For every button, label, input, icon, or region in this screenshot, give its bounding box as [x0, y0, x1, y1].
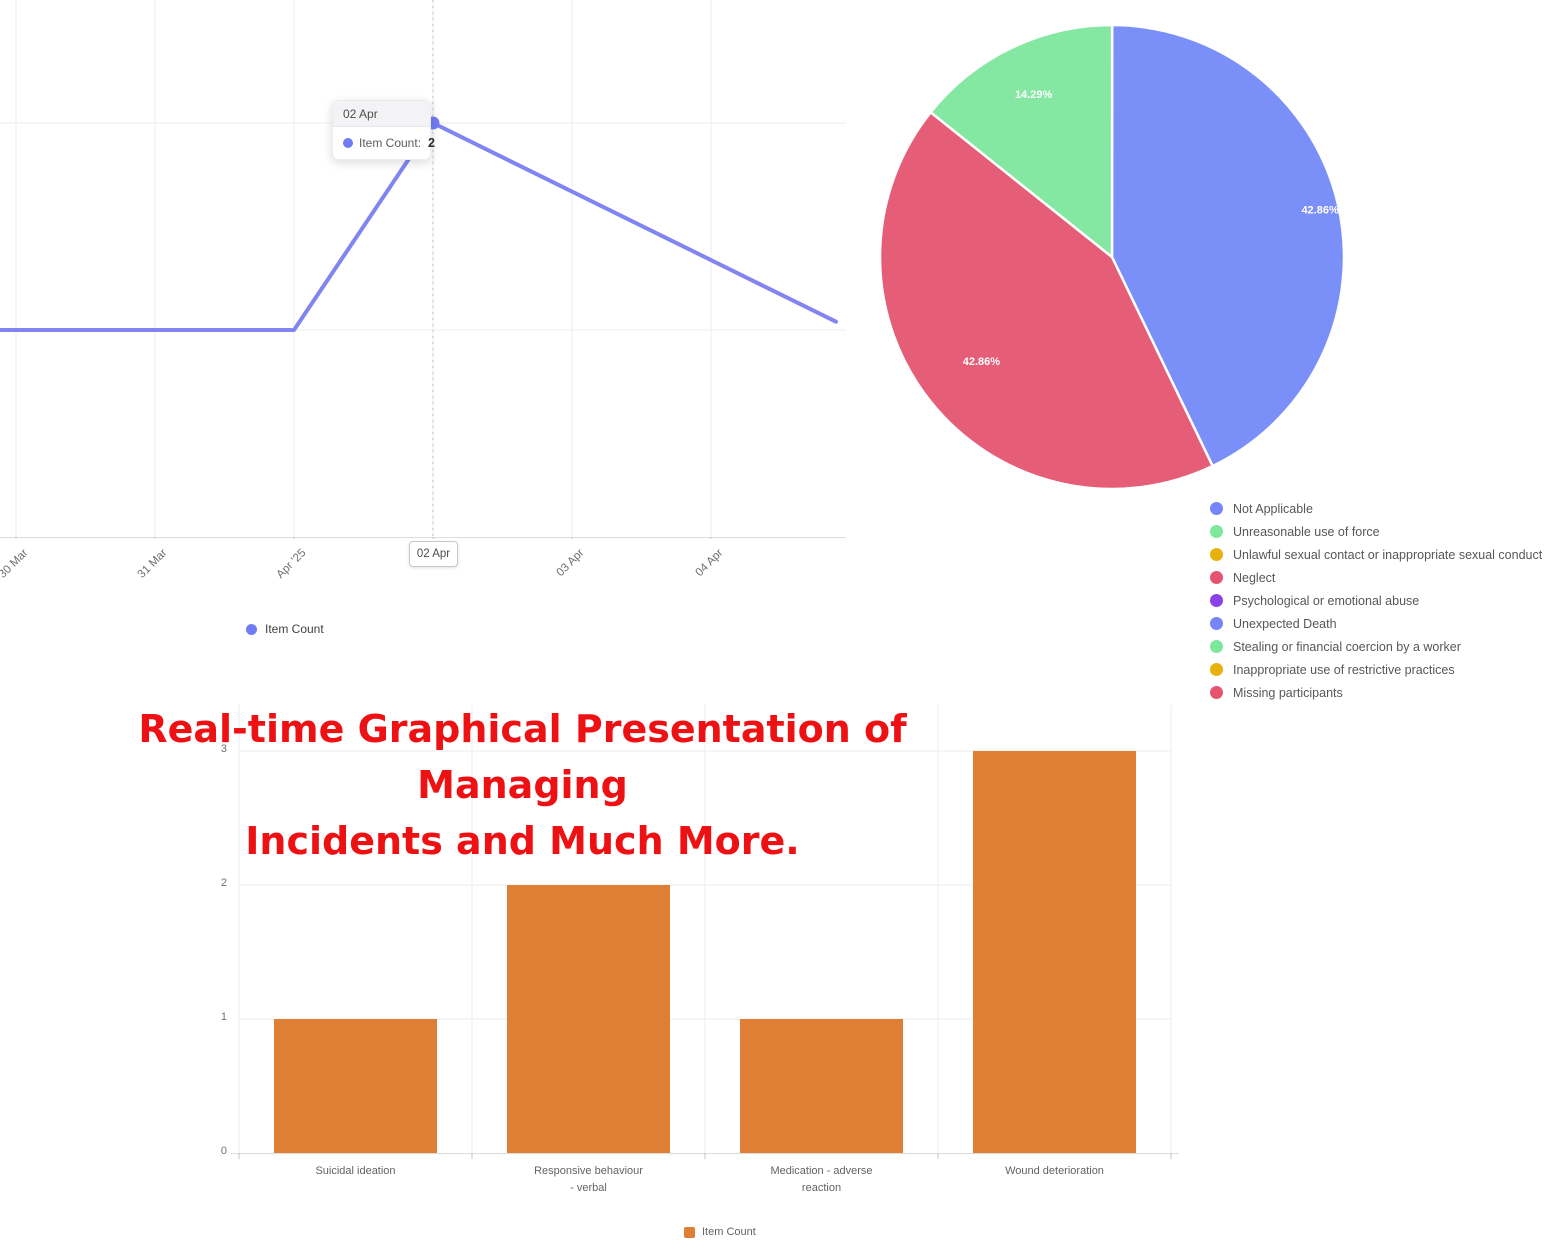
- y-axis-label-0: 0: [220, 1145, 227, 1157]
- pie-legend-item-unreasonable-use-of-force[interactable]: Unreasonable use of force: [1210, 520, 1542, 543]
- legend-label: Unreasonable use of force: [1233, 524, 1380, 539]
- pie-slice-label: 14.29%: [1015, 89, 1053, 101]
- x-axis-label-30-mar: 30 Mar: [0, 547, 31, 581]
- legend-label: Inappropriate use of restrictive practic…: [1233, 662, 1455, 677]
- legend-swatch-icon: [684, 1226, 695, 1238]
- pie-slice-label: 42.86%: [1301, 205, 1339, 217]
- category-label-wound-deterioration: Wound deterioration: [1005, 1165, 1104, 1177]
- pie-chart-canvas[interactable]: 42.86% 42.86% 14.29%: [876, 16, 1368, 516]
- tooltip-series-label: Item Count:: [359, 136, 422, 150]
- legend-label: Item Count: [265, 622, 324, 636]
- y-axis-label-2: 2: [220, 877, 227, 889]
- x-axis-label-apr-25: Apr '25: [274, 547, 309, 581]
- pie-legend-item-psychological-or-emotional-abuse[interactable]: Psychological or emotional abuse: [1210, 589, 1542, 612]
- pie-legend: Not Applicable Unreasonable use of force U…: [1210, 497, 1542, 704]
- y-axis-label-1: 1: [220, 1011, 227, 1023]
- caption-title: Real-time Graphical Presentation of Mana…: [40, 701, 1005, 869]
- line-chart-canvas[interactable]: [0, 0, 846, 539]
- bar-suicidal-ideation[interactable]: [274, 1019, 437, 1153]
- legend-dot-icon: [1210, 571, 1223, 584]
- tooltip-date: 02 Apr: [333, 101, 430, 127]
- legend-label: Not Applicable: [1233, 501, 1313, 516]
- line-chart-tooltip: 02 Apr Item Count: 2: [332, 100, 435, 160]
- legend-dot-icon: [1210, 663, 1223, 676]
- x-axis-label-04-apr: 04 Apr: [693, 547, 726, 579]
- bar-chart-legend[interactable]: Item Count: [684, 1226, 756, 1238]
- legend-label: Unlawful sexual contact or inappropriate…: [1233, 547, 1543, 562]
- tooltip-series-row: Item Count: 2: [333, 127, 435, 159]
- legend-dot-icon: [1210, 502, 1223, 515]
- x-axis-label-31-mar: 31 Mar: [135, 547, 170, 581]
- legend-label: Missing participants: [1233, 685, 1343, 700]
- pie-slice-stealing-or-financial-coercion-by-a-worker[interactable]: [929, 23, 1114, 259]
- category-label-suicidal-ideation: Suicidal ideation: [315, 1165, 396, 1177]
- category-label-medication-adverse-reaction: Medication - adverse reaction: [770, 1165, 873, 1195]
- caption-line-1: Real-time Graphical Presentation of Mana…: [138, 707, 907, 807]
- legend-dot-icon: [1210, 617, 1223, 630]
- legend-label: Neglect: [1233, 570, 1276, 585]
- legend-dot-icon: [1210, 525, 1223, 538]
- legend-dot-icon: [1210, 548, 1223, 561]
- legend-dot-icon: [1210, 640, 1223, 653]
- pie-legend-item-stealing-or-financial-coercion-by-a-worker[interactable]: Stealing or financial coercion by a work…: [1210, 635, 1542, 658]
- pie-legend-item-neglect[interactable]: Neglect: [1210, 566, 1542, 589]
- pie-slice-not-applicable[interactable]: [1110, 23, 1346, 468]
- bar-wound-deterioration[interactable]: [973, 751, 1136, 1153]
- caption-line-2: Incidents and Much More.: [245, 819, 800, 863]
- category-label-responsive-behaviour-verbal: Responsive behaviour - verbal: [534, 1165, 643, 1195]
- pie-legend-item-inappropriate-use-of-restrictive-practices[interactable]: Inappropriate use of restrictive practic…: [1210, 658, 1542, 681]
- series-dot-icon: [343, 138, 353, 148]
- y-axis-label-3: 3: [220, 743, 227, 755]
- legend-label: Stealing or financial coercion by a work…: [1233, 639, 1461, 654]
- item-count-line[interactable]: [0, 121, 838, 332]
- pie-slice-neglect[interactable]: [878, 111, 1214, 491]
- legend-label: Psychological or emotional abuse: [1233, 593, 1420, 608]
- pie-legend-item-unexpected-death[interactable]: Unexpected Death: [1210, 612, 1542, 635]
- bar-responsive-behaviour-verbal[interactable]: [507, 885, 670, 1153]
- line-chart-legend[interactable]: Item Count: [246, 622, 324, 636]
- legend-dot-icon: [246, 623, 257, 635]
- bar-chart-canvas[interactable]: [220, 700, 1365, 1165]
- axis-pointer-label: 02 Apr: [409, 541, 458, 567]
- x-axis-label-03-apr: 03 Apr: [554, 547, 587, 579]
- tooltip-value: 2: [428, 136, 435, 150]
- pie-legend-item-unlawful-sexual-contact-or-inappropriate-sexual-conduct[interactable]: Unlawful sexual contact or inappropriate…: [1210, 543, 1542, 566]
- legend-dot-icon: [1210, 594, 1223, 607]
- pie-legend-item-missing-participants[interactable]: Missing participants: [1210, 681, 1542, 704]
- pie-slice-label: 42.86%: [963, 356, 1001, 368]
- bar-medication-adverse-reaction[interactable]: [740, 1019, 903, 1153]
- legend-dot-icon: [1210, 686, 1223, 699]
- legend-label: Item Count: [702, 1226, 756, 1238]
- legend-label: Unexpected Death: [1233, 616, 1337, 631]
- pie-legend-item-not-applicable[interactable]: Not Applicable: [1210, 497, 1542, 520]
